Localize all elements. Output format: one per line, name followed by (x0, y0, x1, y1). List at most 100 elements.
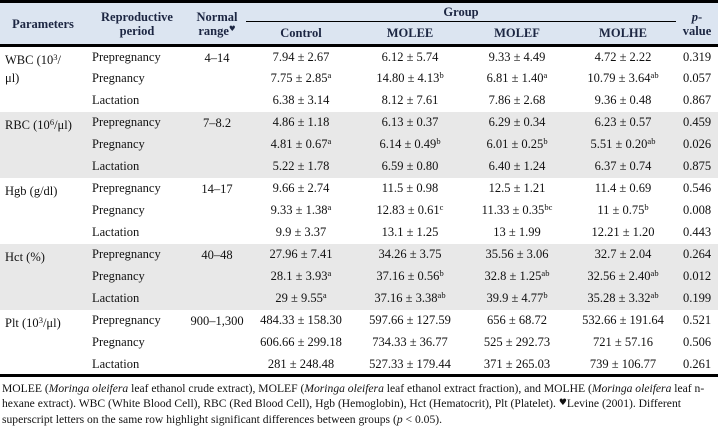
value-cell: 6.38 ± 3.14 (272, 93, 330, 108)
table-row: Lactation 29 ± 9.55a 37.16 ± 3.38ab 39.9 ± … (0, 287, 718, 310)
footnote-text-segment: Moringa oleifera (591, 382, 672, 395)
table-row: Pregnancy 4.81 ± 0.67a 6.14 ± 0.49b 6.01 ± … (0, 133, 718, 156)
period-cell: Pregnancy (92, 335, 145, 350)
value-cell: 525 ± 292.73 (483, 335, 551, 350)
value-cell: 484.33 ± 158.30 (260, 313, 342, 328)
p-value-rest: -value (682, 9, 712, 38)
normal-range-cell: 14–17 (201, 181, 233, 196)
col-header-reproductive-period: Reproductive period (101, 9, 173, 38)
table-row: Hct (%) Prepregnancy 40–48 27.96 ± 7.41 34.2… (0, 243, 718, 266)
value-cell: 4.86 ± 1.18 (272, 115, 330, 130)
parameter-cell: RBC (106/μl) (5, 116, 72, 132)
value-cell: 371 ± 265.03 (483, 356, 551, 371)
value-cell: 7.86 ± 2.68 (488, 93, 546, 108)
parameter-cell: Hgb (g/dl) (5, 183, 58, 198)
normal-range-cell: 7–8.2 (202, 115, 232, 130)
value-cell: 9.33 ± 1.38a (270, 202, 332, 218)
value-cell: 11.4 ± 0.69 (594, 181, 652, 196)
value-cell: 11 ± 0.75b (597, 202, 649, 218)
footnote-text-segment: MOLEE ( (2, 382, 49, 395)
footnote-text-segment: leaf ethanol crude extract), MOLEF ( (128, 382, 305, 395)
footnote-text-segment: Moringa oleifera (304, 382, 384, 395)
p-value-cell: 0.875 (682, 159, 712, 174)
value-cell: 6.81 ± 1.40a (486, 70, 548, 86)
p-value-cell: 0.008 (682, 203, 712, 218)
value-cell: 6.12 ± 5.74 (381, 50, 439, 64)
table-row: Pregnancy 9.33 ± 1.38a 12.83 ± 0.61c 11.33 … (0, 200, 718, 222)
period-cell: Lactation (92, 291, 140, 306)
period-cell: Lactation (92, 225, 140, 240)
period-cell: Pregnancy (92, 137, 145, 152)
value-cell: 4.81 ± 0.67a (270, 136, 332, 152)
col-header-control: Control (280, 26, 322, 40)
normal-range-ref-marker: ♥ (228, 23, 236, 33)
value-cell: 37.16 ± 0.56b (376, 268, 444, 284)
value-cell: 10.79 ± 3.64ab (587, 70, 659, 86)
p-value-italic-p: p (691, 9, 699, 24)
footnote-text-segment: leaf n-hexane extract). WBC (White Blood… (2, 382, 705, 411)
p-value-cell: 0.264 (682, 247, 712, 262)
p-value-cell: 0.546 (682, 181, 712, 196)
p-value-cell: 0.026 (682, 137, 712, 152)
table-row: RBC (106/μl) Prepregnancy 7–8.2 4.86 ± 1.18… (0, 111, 718, 134)
footnote-text-segment: < 0.05). (402, 412, 443, 426)
value-cell: 37.16 ± 3.38ab (374, 290, 446, 306)
value-cell: 606.66 ± 299.18 (260, 335, 342, 350)
parameter-cell: Hct (%) (5, 249, 45, 264)
table-row: Pregnancy 606.66 ± 299.18 734.33 ± 36.77 52… (0, 332, 718, 354)
value-cell: 13.1 ± 1.25 (381, 225, 439, 240)
value-cell: 14.80 ± 4.13b (376, 70, 444, 86)
value-cell: 4.72 ± 2.22 (594, 50, 652, 64)
value-cell: 11.5 ± 0.98 (381, 181, 439, 196)
p-value-cell: 0.012 (682, 269, 712, 284)
period-cell: Pregnancy (92, 269, 145, 284)
value-cell: 7.75 ± 2.85a (270, 70, 332, 86)
period-cell: Prepregnancy (92, 313, 161, 328)
table-row: Lactation 6.38 ± 3.14 8.12 ± 7.61 7.86 ± 2.… (0, 90, 718, 112)
value-cell: 6.01 ± 0.25b (486, 136, 548, 152)
col-header-molee: MOLEE (386, 26, 434, 40)
value-cell: 32.8 ± 1.25ab (484, 268, 550, 284)
value-cell: 12.21 ± 1.20 (591, 225, 655, 240)
value-cell: 739 ± 106.77 (589, 356, 657, 371)
value-cell: 13 ± 1.99 (493, 225, 541, 240)
value-cell: 5.22 ± 1.78 (272, 159, 330, 174)
col-header-parameters: Parameters (12, 16, 74, 31)
header-row-groups: Control MOLEE MOLEF MOLHE (0, 22, 718, 46)
period-cell: Prepregnancy (92, 247, 161, 262)
normal-range-cell: 40–48 (201, 247, 233, 262)
footnote-text-segment: p (396, 412, 403, 426)
p-value-cell: 0.261 (682, 356, 712, 371)
table-row: Pregnancy 28.1 ± 3.93a 37.16 ± 0.56b 32.8 ±… (0, 265, 718, 288)
parameter-cell: WBC (103/ μl) (5, 52, 61, 86)
table-row: Lactation 281 ± 248.48 527.33 ± 179.44 371 … (0, 354, 718, 376)
period-cell: Lactation (92, 356, 140, 371)
table-row: WBC (103/ μl) Prepregnancy 4–14 7.94 ± 2.67… (0, 46, 718, 85)
p-value-cell: 0.521 (682, 313, 712, 328)
value-cell: 11.33 ± 0.35bc (481, 202, 553, 218)
value-cell: 39.9 ± 4.77b (486, 290, 548, 306)
value-cell: 532.66 ± 191.64 (582, 313, 664, 328)
value-cell: 656 ± 68.72 (487, 313, 547, 328)
footnote-text-segment: leaf ethanol extract fraction), and MOLH… (383, 382, 592, 395)
period-cell: Pregnancy (92, 203, 145, 218)
p-value-cell: 0.459 (682, 115, 712, 130)
col-header-p-value: p-value (676, 2, 718, 46)
value-cell: 6.14 ± 0.49b (379, 136, 441, 152)
col-header-molef: MOLEF (494, 26, 540, 40)
footnote-ref-marker: ♥ (558, 398, 567, 409)
table-body: WBC (103/ μl) Prepregnancy 4–14 7.94 ± 2.67… (0, 46, 718, 376)
value-cell: 9.36 ± 0.48 (594, 93, 652, 108)
period-cell: Prepregnancy (92, 115, 161, 130)
value-cell: 6.13 ± 0.37 (381, 115, 439, 130)
value-cell: 7.94 ± 2.67 (272, 50, 330, 64)
value-cell: 29 ± 9.55a (275, 290, 327, 306)
col-header-molhe: MOLHE (599, 26, 647, 40)
table-row: Lactation 5.22 ± 1.78 6.59 ± 0.80 6.40 ± 1.… (0, 155, 718, 178)
hematology-table: Parameters Reproductive period Normal ra… (0, 0, 718, 376)
col-header-normal-range: Normal range♥ (188, 2, 246, 46)
value-cell: 6.59 ± 0.80 (381, 159, 439, 174)
parameter-cell: Plt (103/μl) (5, 314, 61, 330)
value-cell: 597.66 ± 127.59 (369, 313, 451, 328)
